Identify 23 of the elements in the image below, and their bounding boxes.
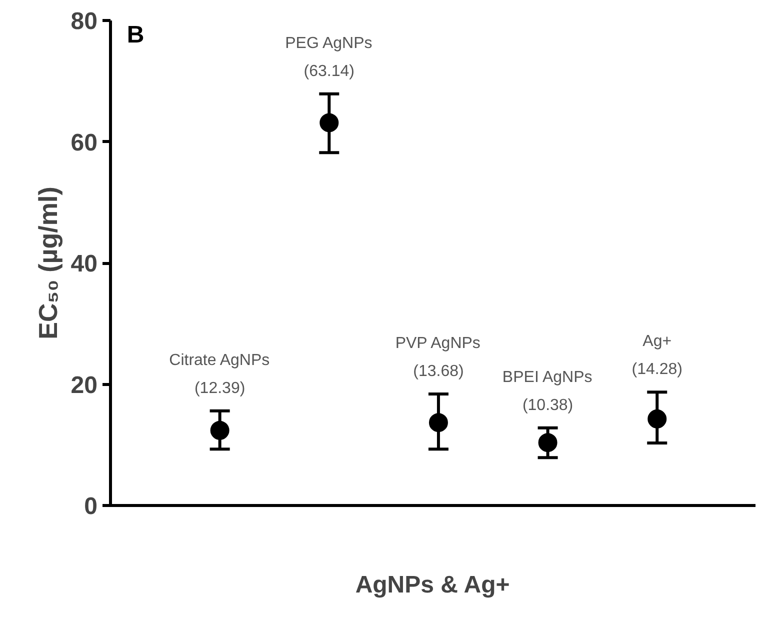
annotation: Ag+ xyxy=(642,333,672,350)
data-label: (13.68) xyxy=(413,362,464,380)
x-axis-title: AgNPs & Ag+ xyxy=(355,572,510,598)
annotation: BPEI AgNPs xyxy=(502,368,592,386)
point xyxy=(210,420,230,440)
data-label: (10.38) xyxy=(522,396,574,414)
data-label: (63.14) xyxy=(304,62,354,80)
data-label: (12.39) xyxy=(194,380,246,397)
point xyxy=(428,413,448,432)
y-axis-title: EC₅₀ (µg/ml) xyxy=(32,186,63,340)
y-tick-label: 40 xyxy=(70,250,98,278)
annotation: Citrate AgNPs xyxy=(169,352,270,369)
annotation: PEG AgNPs xyxy=(285,34,372,52)
y-tick-label: 0 xyxy=(84,493,98,520)
point xyxy=(538,433,558,452)
data-label: (14.28) xyxy=(632,361,682,378)
y-tick-label: 80 xyxy=(70,8,98,35)
annotation: B xyxy=(126,22,144,48)
annotation: PVP AgNPs xyxy=(395,334,480,352)
y-tick-label: 20 xyxy=(70,372,98,399)
y-tick-label: 60 xyxy=(70,129,98,156)
point xyxy=(648,409,667,428)
point xyxy=(320,113,339,132)
